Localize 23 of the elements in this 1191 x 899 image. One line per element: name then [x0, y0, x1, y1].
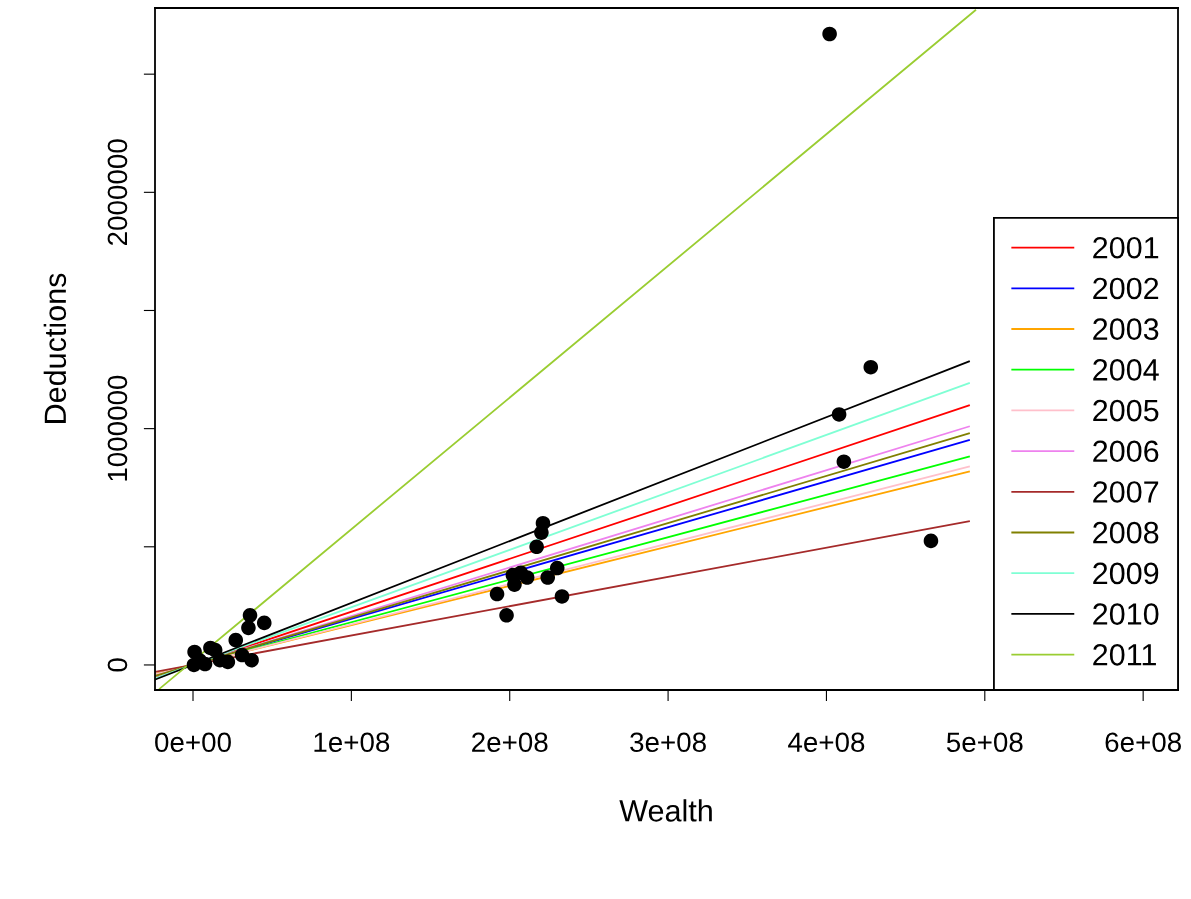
y-tick-label: 1000000	[107, 375, 128, 481]
y-tick-label: 0	[107, 658, 128, 672]
x-axis-title: Wealth	[619, 799, 712, 822]
legend-label: 2001	[1093, 236, 1159, 259]
x-tick-label: 3e+08	[630, 732, 706, 753]
x-tick-label: 2e+08	[472, 732, 548, 753]
legend-label: 2004	[1093, 359, 1159, 381]
legend-label: 2007	[1093, 481, 1159, 503]
legend-label: 2006	[1093, 440, 1159, 463]
y-axis-title: Deductions	[43, 273, 67, 423]
x-tick-label: 0e+00	[155, 732, 231, 753]
x-tick-label: 1e+08	[314, 732, 390, 753]
x-tick-label: 5e+08	[946, 732, 1023, 753]
y-tick-label: 2000000	[107, 139, 128, 245]
legend-label: 2011	[1093, 643, 1156, 666]
legend-label: 2002	[1093, 277, 1159, 300]
legend-label: 2010	[1093, 603, 1159, 625]
x-tick-label: 4e+08	[788, 732, 865, 753]
legend-label: 2008	[1093, 521, 1159, 544]
legend-label: 2009	[1093, 562, 1159, 585]
x-tick-label: 6e+08	[1105, 732, 1181, 753]
legend-label: 2005	[1093, 399, 1159, 422]
legend-label: 2003	[1093, 318, 1159, 340]
